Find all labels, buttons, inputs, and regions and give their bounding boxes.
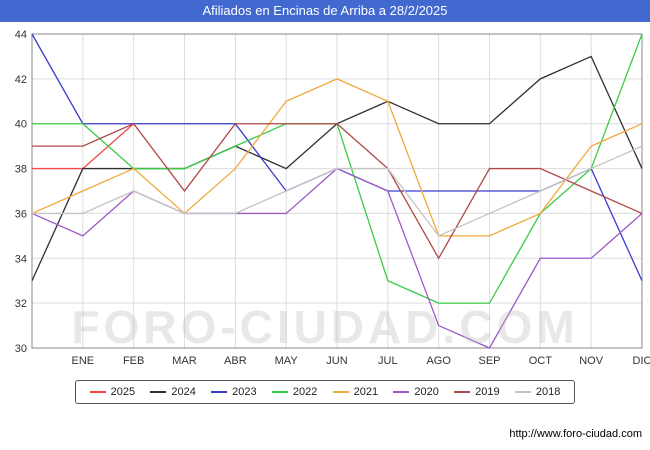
legend-swatch-icon [332,391,349,393]
page-title: Afiliados en Encinas de Arriba a 28/2/20… [0,0,650,22]
svg-text:AGO: AGO [426,355,451,367]
legend-label: 2022 [292,386,318,398]
legend-label: 2020 [414,386,439,398]
svg-text:MAR: MAR [172,355,197,367]
svg-text:JUN: JUN [326,355,347,367]
svg-text:ABR: ABR [224,355,247,367]
legend-item-2025: 2025 [89,386,136,398]
legend-label: 2023 [232,386,257,398]
legend-swatch-icon [454,391,471,393]
legend-swatch-icon [150,391,167,393]
legend-label: 2024 [171,386,196,398]
legend-item-2021: 2021 [332,386,379,398]
svg-text:FEB: FEB [123,355,144,367]
svg-text:44: 44 [15,29,27,41]
legend-item-2024: 2024 [150,386,196,398]
svg-text:NOV: NOV [579,355,604,367]
svg-text:DIC: DIC [633,355,650,367]
legend-label: 2021 [353,386,379,398]
legend-swatch-icon [393,391,410,393]
chart-canvas: 30 32 34 36 38 40 42 44 ENE FEB MAR ABR MAY JUN JUL AGO… [15,29,650,367]
svg-text:36: 36 [15,208,27,220]
svg-text:38: 38 [15,164,27,176]
legend-swatch-icon [89,391,106,393]
svg-text:MAY: MAY [275,355,299,367]
legend-item-2019: 2019 [454,386,500,398]
legend-item-2023: 2023 [211,386,257,398]
legend-item-2018: 2018 [514,386,561,398]
legend-swatch-icon [271,391,288,393]
svg-text:42: 42 [15,74,27,86]
svg-text:32: 32 [15,298,27,310]
legend-swatch-icon [514,391,531,393]
legend-label: 2019 [475,386,500,398]
legend-item-2020: 2020 [393,386,439,398]
legend-label: 2025 [110,386,136,398]
svg-text:SEP: SEP [478,355,500,367]
legend-swatch-icon [211,391,228,393]
footer-url-link[interactable]: http://www.foro-ciudad.com [509,428,642,440]
svg-text:30: 30 [15,343,27,355]
legend-item-2022: 2022 [271,386,318,398]
svg-text:34: 34 [15,253,27,265]
svg-text:JUL: JUL [378,355,398,367]
chart-legend: 2025 2024 2023 2022 2021 2020 2019 2018 [75,380,575,404]
legend-label: 2018 [535,386,561,398]
line-chart: 30 32 34 36 38 40 42 44 ENE FEB MAR ABR MAY JUN JUL AGO… [0,22,650,374]
svg-text:OCT: OCT [529,355,553,367]
svg-text:ENE: ENE [72,355,95,367]
svg-text:40: 40 [15,119,27,131]
